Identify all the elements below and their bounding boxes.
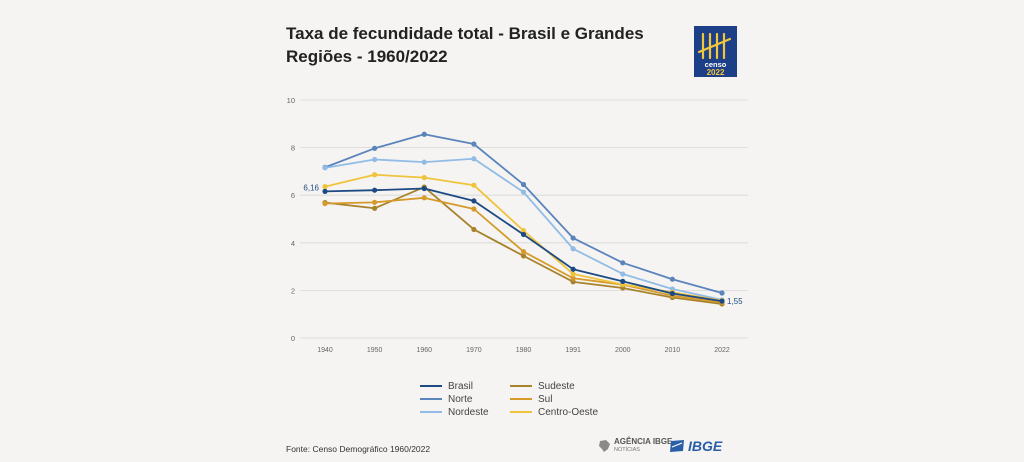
data-point-nordeste (520, 189, 527, 195)
data-point-brasil (520, 231, 527, 238)
data-point-sudeste (570, 279, 576, 285)
data-point-sudeste (372, 205, 378, 211)
legend-swatch (420, 410, 442, 414)
data-point-nordeste (421, 159, 427, 165)
series-line-norte (324, 133, 723, 294)
data-point-brasil (372, 187, 378, 193)
data-point-brasil (322, 188, 328, 194)
x-tick-label: 1980 (516, 347, 532, 354)
ibge-name: IBGE (688, 438, 723, 454)
data-point-sul (471, 206, 477, 212)
data-point-centro-oeste (421, 174, 427, 181)
data-point-sul (520, 249, 527, 255)
data-point-brasil (570, 266, 576, 272)
data-point-norte (372, 145, 378, 151)
y-tick-label: 2 (291, 286, 295, 295)
x-tick-label: 2022 (714, 347, 730, 354)
series-line-brasil (324, 187, 723, 302)
legend-item-sul: Sul (510, 393, 620, 405)
data-point-sul (322, 200, 328, 207)
source-note: Fonte: Censo Demográfico 1960/2022 (286, 444, 431, 454)
data-point-sul (421, 195, 427, 201)
data-label: 6,16 (303, 183, 319, 192)
line-chart: 0 2 4 6 8 10 1940 1950 1960 1970 1980 1991 2000 2010 2… (287, 96, 748, 354)
data-point-nordeste (372, 156, 378, 163)
legend-label: Sul (538, 393, 553, 405)
data-point-centro-oeste (570, 271, 576, 277)
brazil-map-icon (599, 440, 610, 452)
x-tick-label: 1991 (565, 347, 581, 354)
data-point-brasil (421, 185, 427, 192)
chart-title: Taxa de fecundidade total - Brasil e Gra… (286, 24, 644, 66)
x-tick-label: 1950 (367, 347, 383, 354)
agencia-sub: NOTÍCIAS (614, 447, 640, 453)
data-point-brasil (620, 278, 626, 284)
x-tick-label: 1960 (416, 347, 432, 354)
data-point-sudeste (471, 226, 477, 233)
y-tick-label: 10 (287, 96, 295, 105)
legend-swatch (510, 410, 532, 414)
data-point-brasil (669, 290, 675, 297)
x-tick-label: 1940 (317, 347, 333, 354)
legend-swatch (420, 397, 442, 401)
data-point-norte (471, 141, 477, 147)
ibge-flag-icon (670, 440, 684, 452)
agencia-name: AGÊNCIA IBGE (614, 437, 673, 446)
data-label: 1,55 (727, 297, 743, 306)
data-point-norte (669, 276, 675, 282)
data-point-centro-oeste (322, 184, 328, 190)
data-point-centro-oeste (372, 172, 378, 178)
data-point-norte (620, 260, 626, 266)
legend-item-sudeste: Sudeste (510, 380, 620, 392)
ibge-logo: IBGE (669, 438, 722, 454)
data-point-norte (570, 235, 576, 241)
legend-item-centro-oeste: Centro-Oeste (510, 406, 620, 418)
legend-label: Sudeste (538, 380, 575, 392)
x-tick-label: 1970 (466, 347, 482, 354)
y-tick-label: 4 (291, 239, 295, 248)
legend-label: Nordeste (448, 406, 489, 418)
data-point-centro-oeste (520, 228, 527, 234)
legend-swatch (510, 397, 532, 401)
data-point-norte (421, 131, 427, 137)
y-tick-label: 6 (291, 191, 295, 200)
legend-swatch (420, 384, 442, 388)
y-tick-label: 0 (291, 334, 295, 343)
censo-word: censo (705, 60, 727, 69)
legend-item-brasil: Brasil (420, 380, 510, 392)
data-point-sul (372, 199, 378, 205)
x-tick-label: 2010 (665, 347, 681, 354)
data-point-nordeste (620, 271, 626, 277)
data-point-brasil (719, 298, 725, 304)
data-point-centro-oeste (471, 182, 477, 188)
censo-year: 2022 (707, 68, 725, 77)
legend-item-nordeste: Nordeste (420, 406, 510, 418)
data-point-nordeste (322, 165, 328, 171)
data-point-nordeste (471, 156, 477, 162)
legend-swatch (510, 384, 532, 388)
censo-2022-logo: censo 2022 (694, 26, 737, 77)
data-point-sudeste (520, 253, 527, 259)
legend-label: Norte (448, 393, 473, 405)
data-point-norte (520, 181, 527, 188)
legend-label: Centro-Oeste (538, 406, 599, 418)
y-tick-label: 8 (291, 144, 295, 153)
agencia-ibge-logo: AGÊNCIA IBGE NOTÍCIAS (597, 438, 672, 454)
data-point-sul (570, 275, 576, 281)
chart-legend: Brasil Sudeste Norte Sul Nordeste Centro-Oest… (420, 380, 620, 418)
data-point-nordeste (570, 246, 576, 252)
data-point-brasil (471, 198, 477, 204)
legend-label: Brasil (448, 380, 474, 392)
x-tick-label: 2000 (615, 347, 631, 354)
legend-item-norte: Norte (420, 393, 510, 405)
data-point-norte (719, 290, 725, 296)
